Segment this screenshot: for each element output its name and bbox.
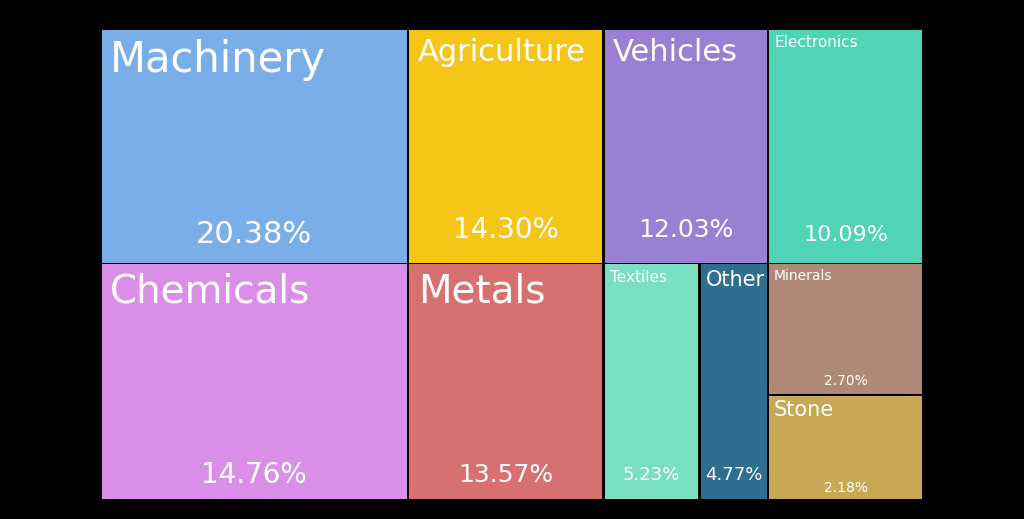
Text: Machinery: Machinery bbox=[110, 39, 326, 81]
Text: Chemicals: Chemicals bbox=[110, 272, 310, 310]
Text: 13.57%: 13.57% bbox=[459, 463, 553, 487]
Bar bbox=[769, 30, 923, 263]
Text: Textiles: Textiles bbox=[609, 269, 667, 284]
Text: Metals: Metals bbox=[418, 272, 545, 310]
Text: Stone: Stone bbox=[773, 400, 834, 420]
Text: 10.09%: 10.09% bbox=[804, 225, 889, 244]
Text: 20.38%: 20.38% bbox=[197, 220, 312, 249]
Text: 14.30%: 14.30% bbox=[453, 216, 559, 244]
Bar bbox=[604, 264, 698, 499]
Bar bbox=[769, 395, 923, 499]
Text: 2.18%: 2.18% bbox=[824, 481, 868, 495]
Text: 12.03%: 12.03% bbox=[638, 218, 733, 242]
Bar bbox=[604, 30, 767, 263]
Bar bbox=[701, 264, 767, 499]
Text: 5.23%: 5.23% bbox=[623, 466, 680, 484]
Bar bbox=[410, 30, 602, 263]
Text: Electronics: Electronics bbox=[774, 35, 858, 50]
Bar bbox=[101, 264, 407, 499]
Text: Agriculture: Agriculture bbox=[418, 38, 586, 67]
Text: Other: Other bbox=[706, 269, 765, 290]
Text: 4.77%: 4.77% bbox=[706, 466, 763, 484]
Text: Vehicles: Vehicles bbox=[612, 38, 738, 67]
Bar bbox=[410, 264, 602, 499]
Text: 14.76%: 14.76% bbox=[202, 461, 307, 489]
Bar bbox=[769, 264, 923, 394]
Text: 2.70%: 2.70% bbox=[824, 374, 867, 388]
Text: Minerals: Minerals bbox=[773, 269, 831, 283]
Bar bbox=[101, 30, 407, 263]
